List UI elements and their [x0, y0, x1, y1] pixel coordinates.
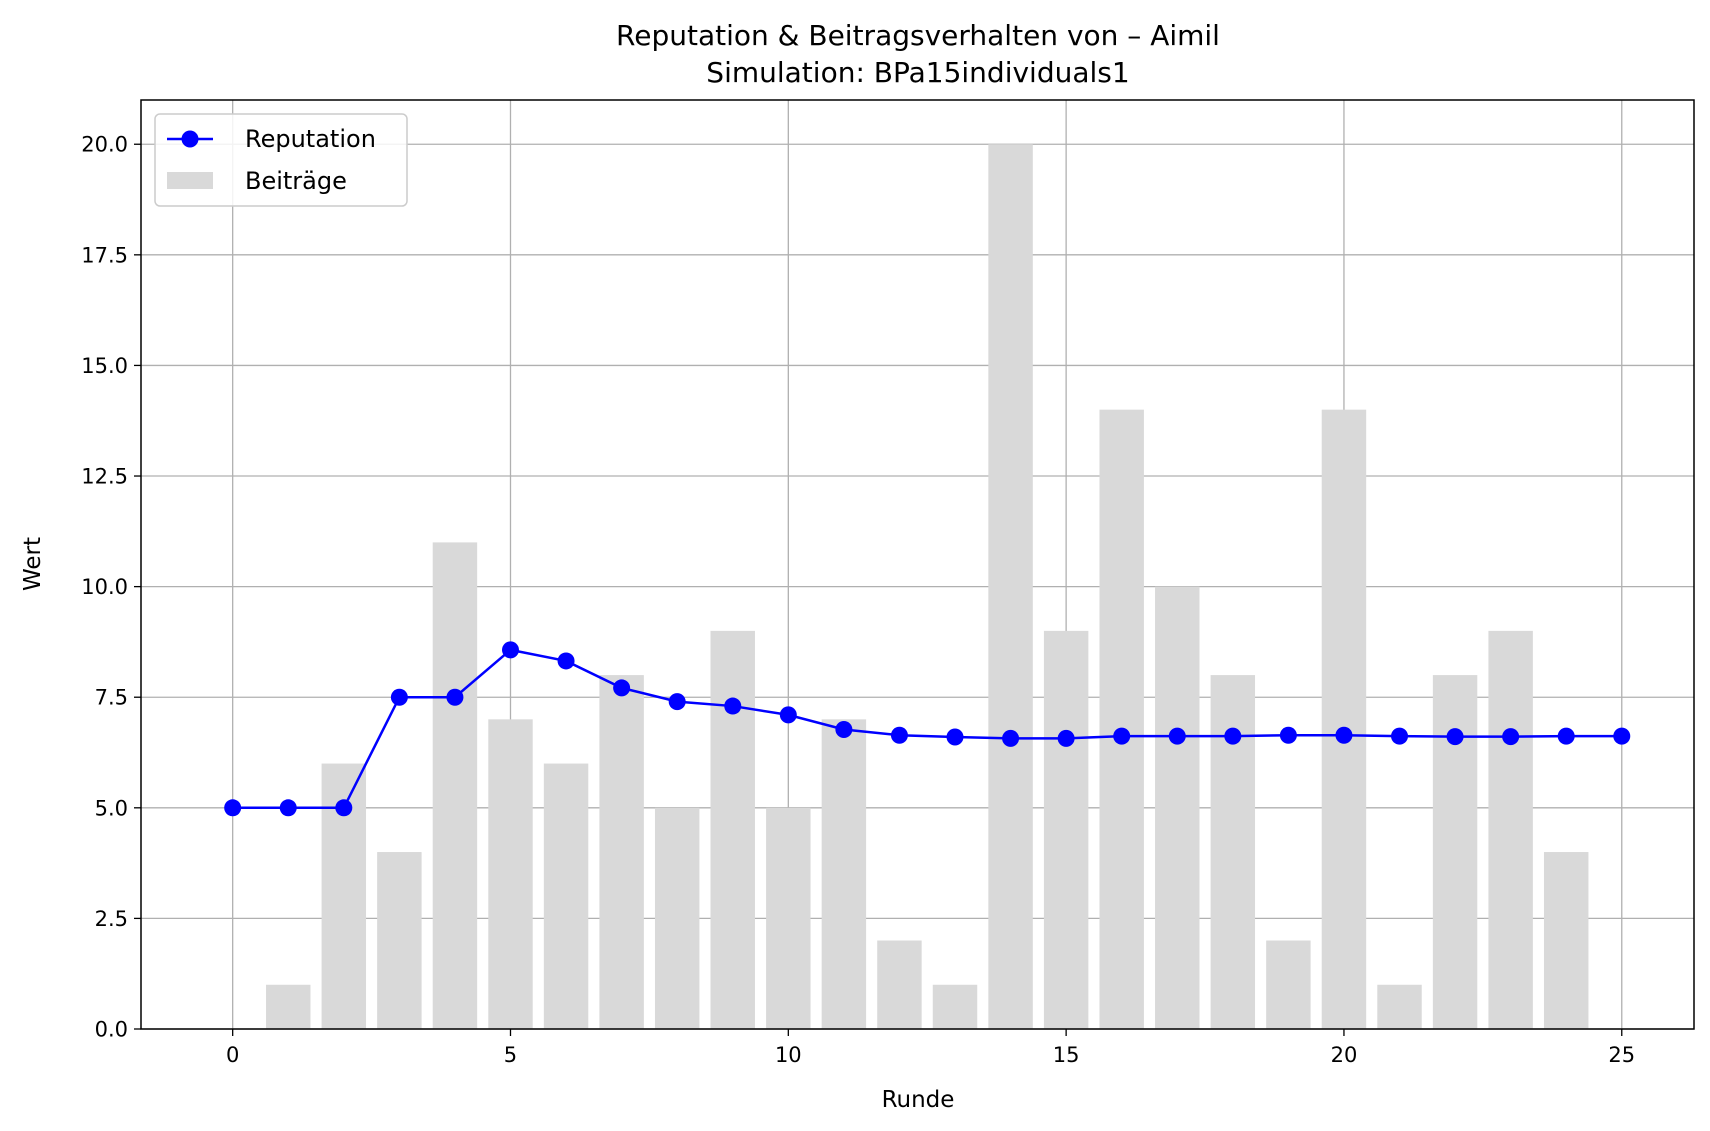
reputation-point [1002, 729, 1020, 747]
reputation-line-layer [224, 641, 1631, 817]
contribution-bar [1099, 409, 1144, 1030]
contribution-bar [1266, 940, 1311, 1029]
reputation-point [224, 799, 242, 817]
contribution-bar [654, 807, 700, 1029]
legend-box [154, 113, 408, 207]
x-axis: 0 5 10 15 20 25 [226, 1029, 1635, 1067]
reputation-point [1446, 728, 1464, 746]
reputation-point [1557, 727, 1575, 745]
contribution-bar [1043, 630, 1089, 1029]
x-tick-label: 20 [1331, 1043, 1358, 1067]
legend-beitraege-label: Beiträge [245, 167, 347, 195]
y-tick-label: 7.5 [95, 686, 128, 710]
chart-subtitle: Simulation: BPa15individuals1 [706, 56, 1129, 89]
y-tick-label: 15.0 [81, 354, 128, 378]
reputation-point [1168, 727, 1186, 745]
reputation-point [946, 728, 964, 746]
contribution-bar [988, 144, 1033, 1029]
x-tick-label: 10 [775, 1043, 802, 1067]
reputation-point [779, 706, 797, 724]
contribution-bar [710, 630, 755, 1029]
reputation-line [232, 648, 1622, 810]
reputation-point [446, 688, 464, 706]
y-axis: 0.0 2.5 5.0 7.5 10.0 12.5 15.0 17.5 20.0 [81, 133, 141, 1042]
x-tick-label: 5 [504, 1043, 517, 1067]
reputation-point [613, 679, 631, 697]
y-tick-label: 17.5 [81, 243, 128, 267]
contribution-bar [932, 984, 978, 1029]
reputation-point [1613, 727, 1631, 745]
contribution-bar [766, 807, 811, 1029]
y-tick-label: 0.0 [95, 1018, 128, 1042]
reputation-point [1391, 727, 1409, 745]
reputation-point [724, 697, 742, 715]
legend-reputation-marker [181, 130, 199, 148]
contribution-bar [1377, 984, 1422, 1029]
x-axis-label: Runde [882, 1087, 955, 1113]
reputation-point [279, 799, 297, 817]
contribution-bar [432, 542, 478, 1029]
reputation-point [1224, 727, 1242, 745]
legend-reputation-label: Reputation [245, 125, 376, 153]
legend-beitraege-swatch [167, 172, 213, 189]
contribution-bar [1321, 409, 1367, 1030]
contribution-bar [543, 763, 589, 1029]
chart-title: Reputation & Beitragsverhalten von – Aim… [616, 19, 1220, 52]
reputation-point [1057, 729, 1075, 747]
contribution-bar [377, 852, 422, 1029]
contribution-bar [266, 984, 311, 1029]
reputation-point [835, 721, 853, 739]
contribution-bar [488, 719, 533, 1029]
reputation-point [557, 652, 575, 670]
y-tick-label: 5.0 [95, 796, 128, 820]
y-axis-label: Wert [20, 537, 46, 591]
plot-frame [140, 99, 1695, 1030]
y-tick-label: 10.0 [81, 575, 128, 599]
bars [266, 144, 1589, 1030]
reputation-point [668, 693, 686, 711]
contribution-bar [1488, 630, 1533, 1029]
reputation-point [890, 726, 908, 744]
contribution-bar [877, 940, 922, 1029]
x-tick-label: 15 [1053, 1043, 1080, 1067]
reputation-point [1502, 728, 1520, 746]
x-tick-label: 25 [1608, 1043, 1635, 1067]
reputation-point [390, 688, 408, 706]
legend: Reputation Beiträge [154, 113, 408, 207]
reputation-point [1279, 726, 1297, 744]
reputation-point [1335, 726, 1353, 744]
reputation-point [501, 641, 519, 659]
x-tick-label: 0 [226, 1043, 239, 1067]
contribution-bar [1155, 586, 1200, 1029]
y-tick-label: 12.5 [81, 465, 128, 489]
contribution-bar [821, 719, 867, 1029]
y-tick-label: 20.0 [81, 133, 128, 157]
contribution-bar [1543, 852, 1589, 1029]
reputation-point [335, 799, 353, 817]
contribution-bar [599, 675, 644, 1029]
reputation-point [1113, 727, 1131, 745]
y-tick-label: 2.5 [95, 907, 128, 931]
